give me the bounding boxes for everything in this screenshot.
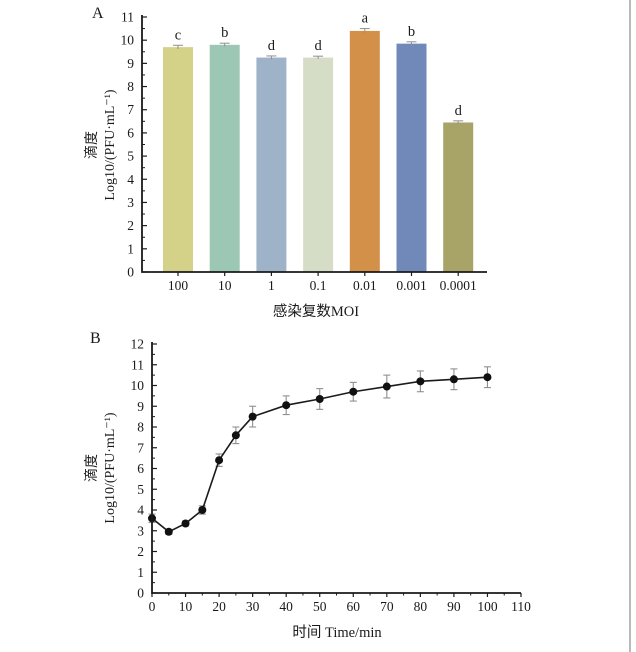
bar: [349, 30, 380, 273]
bar: [303, 57, 334, 273]
data-point: [282, 401, 291, 410]
bar: [396, 43, 427, 273]
panel-b-y-axis-title-line1: 滴度: [84, 454, 100, 482]
y-tick-label: 1: [127, 241, 134, 256]
x-tick-label: 0.0001: [440, 278, 477, 293]
axis-line: [151, 342, 521, 594]
data-point: [349, 387, 358, 396]
panel-a-x-axis-title: 感染复数MOI: [272, 304, 360, 320]
data-point: [231, 431, 240, 440]
panel-b-y-axis-title-line2: Log10/(PFU·mL⁻¹): [103, 412, 118, 524]
y-tick-label: 11: [131, 357, 144, 372]
significance-letter: b: [221, 25, 228, 41]
significance-letter: d: [314, 38, 322, 54]
panel-b-y-axis-title: 滴度 Log10/(PFU·mL⁻¹): [80, 368, 124, 568]
significance-letter: c: [175, 27, 181, 43]
y-tick-label: 5: [127, 149, 134, 164]
significance-letter: a: [362, 11, 369, 27]
panel-a-y-axis-title-line2: Log10/(PFU·mL⁻¹): [103, 89, 118, 201]
x-tick-label: 100: [477, 599, 498, 614]
data-point: [215, 456, 224, 465]
x-tick-label: 80: [414, 599, 428, 614]
y-tick-label: 2: [137, 544, 144, 559]
panel-b-label: B: [90, 330, 102, 347]
x-tick-label: 50: [313, 599, 327, 614]
x-tick-label: 110: [511, 599, 531, 614]
y-tick-label: 8: [127, 79, 134, 94]
y-tick-label: 10: [121, 33, 135, 48]
data-point: [483, 373, 492, 382]
data-point: [164, 527, 173, 536]
panel-a-y-axis-title-line1: 滴度: [84, 131, 100, 159]
bar: [443, 122, 474, 273]
data-point: [315, 394, 324, 403]
x-tick-label: 90: [447, 599, 461, 614]
y-tick-label: 6: [137, 461, 144, 476]
y-tick-label: 2: [127, 218, 134, 233]
y-tick-label: 0: [127, 265, 134, 280]
x-tick-label: 0.1: [310, 278, 327, 293]
y-tick-label: 1: [137, 565, 144, 580]
axis-line: [141, 15, 487, 273]
panel-a-label: A: [92, 5, 105, 22]
x-tick-label: 40: [279, 599, 293, 614]
panel-b-x-axis-title: 时间 Time/min: [292, 625, 382, 641]
significance-letter: b: [408, 24, 415, 40]
page-edge-line: [629, 0, 631, 652]
bar-chart-panel-a: 0 1 2 3 4 5 6 7 8 9 10 11 c 100 b 10 d 1 d 0.1 a 0.01 b 0.001 d 0…: [121, 10, 487, 293]
y-tick-label: 0: [137, 586, 144, 601]
y-tick-label: 6: [127, 125, 134, 140]
y-tick-label: 7: [127, 102, 134, 117]
x-tick-label: 30: [246, 599, 260, 614]
y-tick-label: 5: [137, 482, 144, 497]
x-tick-label: 20: [212, 599, 226, 614]
x-tick-label: 70: [380, 599, 394, 614]
x-tick-label: 1: [268, 278, 275, 293]
bar: [209, 44, 240, 273]
y-tick-label: 3: [127, 195, 134, 210]
y-tick-label: 4: [137, 503, 144, 518]
panel-a-y-axis-title: 滴度 Log10/(PFU·mL⁻¹): [80, 45, 124, 245]
y-tick-label: 4: [127, 172, 134, 187]
y-tick-label: 9: [137, 399, 144, 414]
y-tick-label: 10: [131, 378, 145, 393]
y-tick-label: 12: [131, 337, 145, 352]
x-tick-label: 10: [179, 599, 193, 614]
x-tick-label: 0.01: [353, 278, 377, 293]
bar: [163, 47, 193, 272]
data-point: [248, 412, 257, 421]
data-point: [181, 519, 190, 528]
y-tick-label: 8: [137, 420, 144, 435]
y-tick-label: 9: [127, 56, 134, 71]
data-point: [382, 382, 391, 391]
bar: [256, 57, 287, 273]
significance-letter: d: [268, 38, 276, 54]
data-point: [416, 377, 425, 386]
data-point: [198, 506, 207, 514]
significance-letter: d: [455, 103, 463, 119]
x-tick-label: 0.001: [396, 278, 426, 293]
x-tick-label: 100: [168, 278, 189, 293]
y-tick-label: 7: [137, 440, 144, 455]
y-tick-label: 3: [137, 523, 144, 538]
y-tick-label: 11: [121, 10, 134, 25]
data-point: [449, 375, 458, 384]
x-tick-label: 60: [347, 599, 361, 614]
x-tick-label: 0: [149, 599, 156, 614]
x-tick-label: 10: [218, 278, 232, 293]
